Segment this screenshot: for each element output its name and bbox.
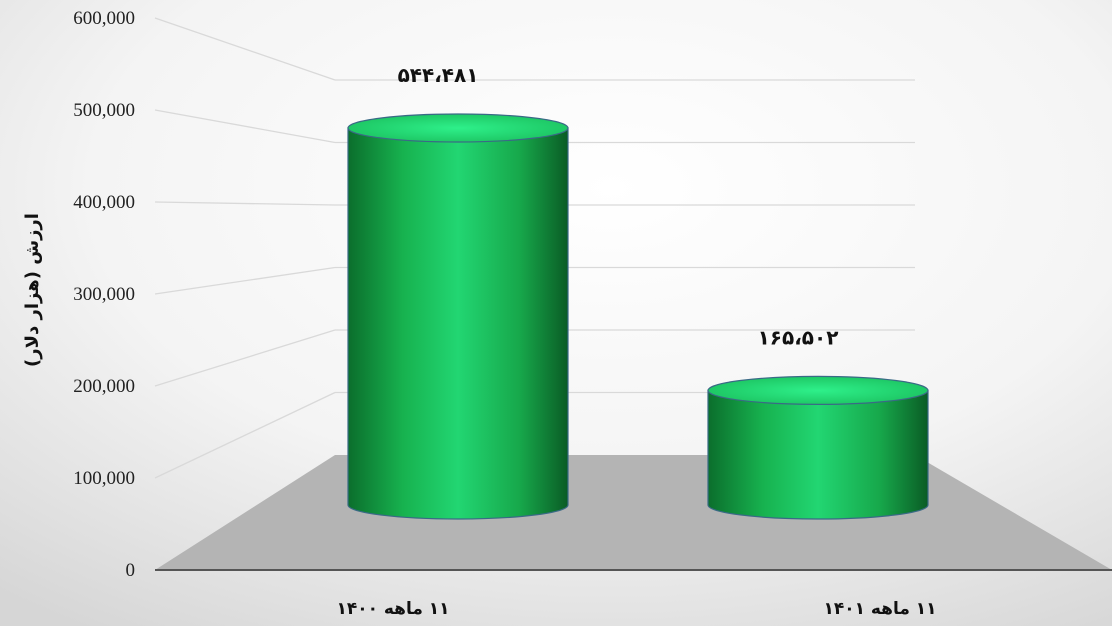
bar: [347, 113, 569, 520]
data-label: ۵۴۴،۴۸۱: [398, 63, 479, 87]
bar: [707, 375, 929, 520]
gridline: [154, 17, 336, 81]
x-tick-label: ۱۱ ماهه ۱۴۰۱: [823, 599, 936, 619]
y-tick-label: 600,000: [73, 8, 135, 29]
gridline: [154, 329, 336, 387]
gridline: [154, 266, 336, 295]
y-tick-label: 300,000: [73, 284, 135, 305]
x-axis-categories: ۱۱ ماهه ۱۴۰۰ ۱۱ ماهه ۱۴۰۱: [336, 599, 936, 619]
x-tick-label: ۱۱ ماهه ۱۴۰۰: [336, 599, 449, 619]
bar-body: [707, 389, 929, 520]
gridline: [154, 109, 336, 144]
bar-top: [347, 113, 569, 143]
data-label: ۱۶۵،۵۰۲: [758, 325, 839, 349]
bar-body: [347, 127, 569, 520]
bar-top: [707, 375, 929, 406]
gridline: [154, 201, 336, 206]
y-axis-ticks: 0 100,000 200,000 300,000 400,000 500,000 600,…: [73, 8, 135, 581]
y-tick-label: 500,000: [73, 100, 135, 121]
y-axis-title: ارزش (هزار دلار): [22, 213, 43, 367]
y-tick-label: 400,000: [73, 192, 135, 213]
data-labels: ۵۴۴،۴۸۱ ۱۶۵،۵۰۲: [398, 63, 839, 349]
y-tick-label: 0: [126, 560, 136, 581]
y-tick-label: 100,000: [73, 468, 135, 489]
gridline: [154, 391, 336, 479]
bars: [347, 113, 929, 520]
y-tick-label: 200,000: [73, 376, 135, 397]
